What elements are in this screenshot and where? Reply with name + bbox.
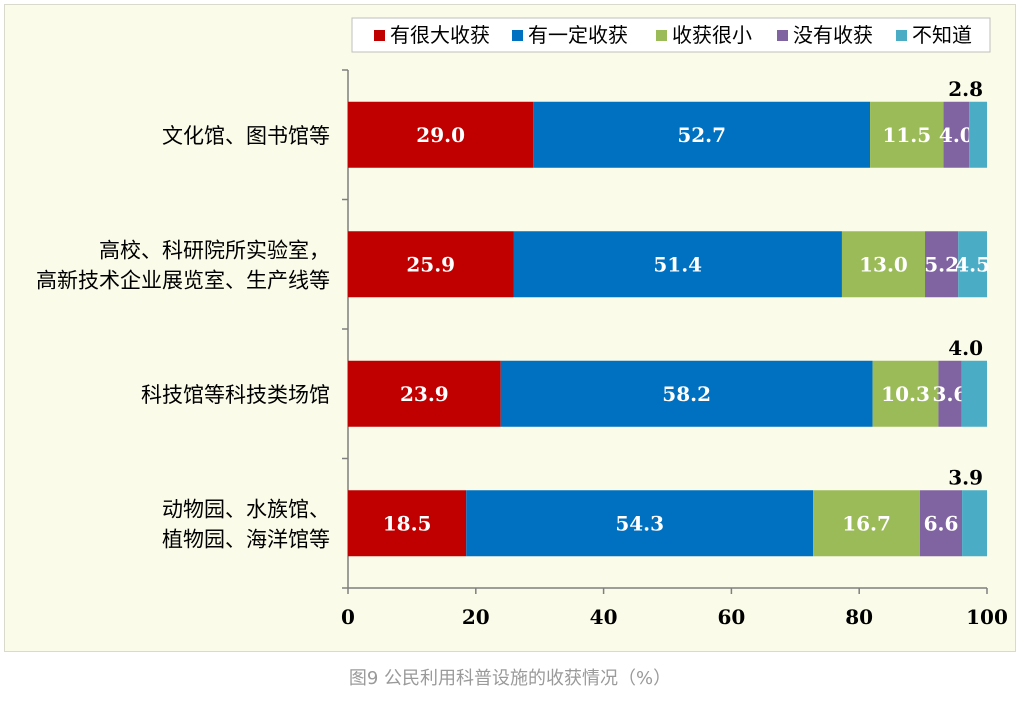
data-label: 4.0 bbox=[939, 123, 974, 147]
bar-segment bbox=[958, 231, 987, 298]
bar-segment bbox=[466, 490, 814, 557]
legend-label: 收获很小 bbox=[672, 23, 752, 47]
data-label: 16.7 bbox=[842, 511, 891, 535]
data-label: 13.0 bbox=[859, 252, 908, 276]
category-label: 文化馆、图书馆等 bbox=[162, 124, 330, 148]
category-label: 植物园、海洋馆等 bbox=[162, 527, 330, 551]
bar-segment bbox=[943, 101, 970, 168]
data-label: 18.5 bbox=[383, 511, 432, 535]
x-tick-label: 60 bbox=[717, 605, 745, 629]
bar-segment bbox=[919, 490, 963, 557]
bar-segment bbox=[500, 360, 873, 427]
bar-segment bbox=[348, 360, 501, 427]
data-label: 4.0 bbox=[948, 336, 983, 360]
x-tick-label: 20 bbox=[462, 605, 490, 629]
legend-swatch bbox=[656, 30, 667, 41]
bar-segment bbox=[348, 231, 514, 298]
data-label: 51.4 bbox=[653, 252, 702, 276]
x-tick-label: 0 bbox=[341, 605, 355, 629]
bar-segment bbox=[533, 101, 871, 168]
bar-segment bbox=[348, 490, 467, 557]
data-label: 25.9 bbox=[406, 252, 455, 276]
bar-segment bbox=[841, 231, 926, 298]
data-label: 3.9 bbox=[948, 465, 983, 489]
data-label: 4.5 bbox=[955, 252, 990, 276]
data-label: 29.0 bbox=[416, 123, 465, 147]
legend-swatch bbox=[374, 30, 385, 41]
data-label: 52.7 bbox=[677, 123, 726, 147]
category-label: 高新技术企业展览室、生产线等 bbox=[36, 268, 330, 292]
legend-box bbox=[351, 17, 991, 53]
stacked-bar-chart: 0 20 40 60 80 100 29.0 52.7 11.5 4.0 2.8 文化馆、图书馆等 25… bbox=[36, 17, 1008, 629]
legend-swatch bbox=[512, 30, 523, 41]
category-label: 高校、科研院所实验室， bbox=[99, 238, 330, 262]
figure-caption: 图9 公民利用科普设施的收获情况（%） bbox=[348, 668, 672, 689]
x-tick-label: 40 bbox=[590, 605, 618, 629]
legend-label: 没有收获 bbox=[793, 23, 873, 47]
bar-segment bbox=[969, 101, 987, 168]
data-label: 58.2 bbox=[662, 382, 711, 406]
bar-segment bbox=[961, 360, 987, 427]
legend-label: 不知道 bbox=[912, 23, 972, 47]
legend-label: 有一定收获 bbox=[528, 23, 628, 47]
bar-segment bbox=[925, 231, 959, 298]
data-label: 5.2 bbox=[924, 252, 959, 276]
legend-swatch bbox=[896, 30, 907, 41]
bar-segment bbox=[513, 231, 842, 298]
data-label: 2.8 bbox=[948, 77, 983, 101]
legend-label: 有很大收获 bbox=[390, 23, 490, 47]
bar-segment bbox=[870, 101, 944, 168]
bar-segment bbox=[348, 101, 534, 168]
bar-segment bbox=[813, 490, 920, 557]
x-tick-label: 80 bbox=[845, 605, 873, 629]
x-tick-label: 100 bbox=[966, 605, 1008, 629]
bar-segment bbox=[962, 490, 987, 557]
data-label: 23.9 bbox=[400, 382, 449, 406]
data-label: 11.5 bbox=[882, 123, 931, 147]
data-label: 6.6 bbox=[924, 511, 959, 535]
category-label: 科技馆等科技类场馆 bbox=[141, 383, 330, 407]
data-label: 10.3 bbox=[881, 382, 930, 406]
category-label: 动物园、水族馆、 bbox=[162, 497, 330, 521]
bar-segment bbox=[938, 360, 962, 427]
data-label: 54.3 bbox=[615, 511, 664, 535]
legend-swatch bbox=[777, 30, 788, 41]
bar-segment bbox=[872, 360, 939, 427]
